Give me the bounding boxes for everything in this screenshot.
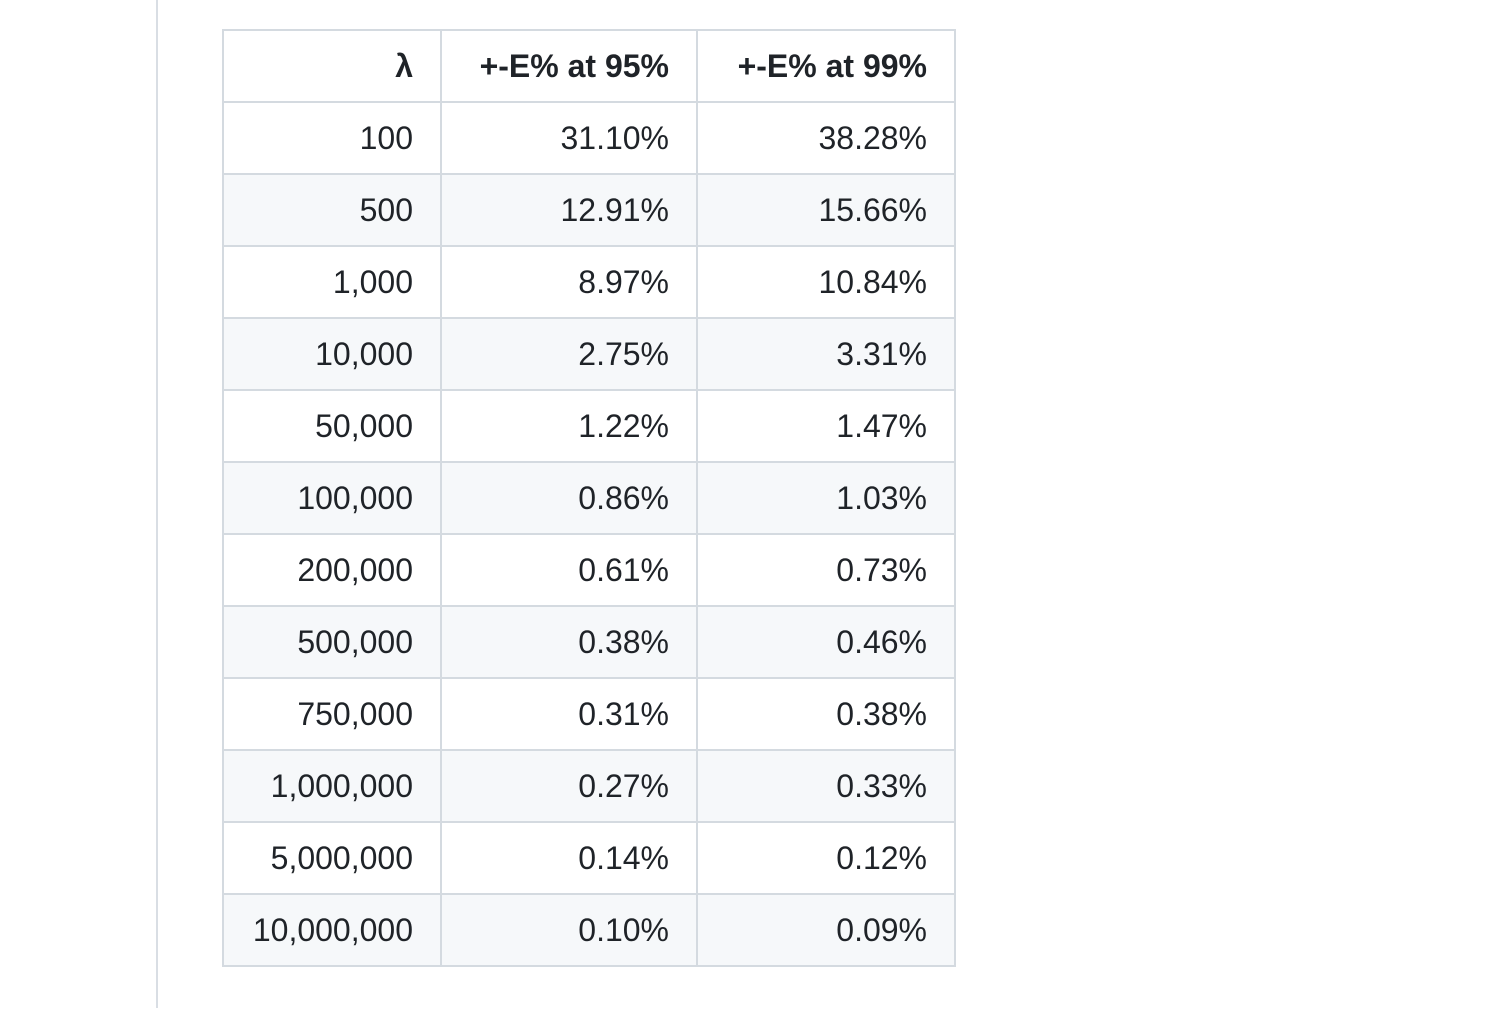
table-cell: 10,000,000 (222, 893, 442, 967)
table-cell: 0.09% (696, 893, 956, 967)
table-cell: 0.73% (696, 533, 956, 607)
panel-divider (156, 0, 158, 1008)
table-row: 50,000 1.22% 1.47% (222, 389, 956, 463)
table-row: 5,000,000 0.14% 0.12% (222, 821, 956, 895)
table-row: 500,000 0.38% 0.46% (222, 605, 956, 679)
column-header-e99: +-E% at 99% (696, 29, 956, 103)
table-row: 100 31.10% 38.28% (222, 101, 956, 175)
table-cell: 0.46% (696, 605, 956, 679)
table-cell: 0.10% (440, 893, 698, 967)
table-cell: 0.33% (696, 749, 956, 823)
error-margin-table: λ +-E% at 95% +-E% at 99% 100 31.10% 38.28… (222, 29, 956, 967)
table-cell: 0.12% (696, 821, 956, 895)
table-cell: 0.38% (696, 677, 956, 751)
table-cell: 10.84% (696, 245, 956, 319)
column-header-e95: +-E% at 95% (440, 29, 698, 103)
table-cell: 38.28% (696, 101, 956, 175)
table-container: λ +-E% at 95% +-E% at 99% 100 31.10% 38.28… (222, 29, 956, 967)
table-cell: 1.47% (696, 389, 956, 463)
table-cell: 500,000 (222, 605, 442, 679)
table-cell: 8.97% (440, 245, 698, 319)
table-row: 500 12.91% 15.66% (222, 173, 956, 247)
table-header-row: λ +-E% at 95% +-E% at 99% (222, 29, 956, 103)
table-cell: 0.31% (440, 677, 698, 751)
table-row: 10,000 2.75% 3.31% (222, 317, 956, 391)
table-cell: 0.27% (440, 749, 698, 823)
table-cell: 1.03% (696, 461, 956, 535)
table-cell: 50,000 (222, 389, 442, 463)
table-row: 100,000 0.86% 1.03% (222, 461, 956, 535)
table-cell: 1.22% (440, 389, 698, 463)
table-row: 200,000 0.61% 0.73% (222, 533, 956, 607)
table-cell: 31.10% (440, 101, 698, 175)
table-cell: 0.61% (440, 533, 698, 607)
table-header: λ +-E% at 95% +-E% at 99% (222, 29, 956, 103)
table-cell: 100,000 (222, 461, 442, 535)
table-row: 750,000 0.31% 0.38% (222, 677, 956, 751)
table-body: 100 31.10% 38.28% 500 12.91% 15.66% 1,000 8.97%… (222, 101, 956, 967)
table-cell: 3.31% (696, 317, 956, 391)
table-cell: 1,000 (222, 245, 442, 319)
table-cell: 5,000,000 (222, 821, 442, 895)
table-cell: 10,000 (222, 317, 442, 391)
table-cell: 0.14% (440, 821, 698, 895)
table-cell: 0.86% (440, 461, 698, 535)
table-cell: 15.66% (696, 173, 956, 247)
column-header-lambda: λ (222, 29, 442, 103)
table-cell: 100 (222, 101, 442, 175)
table-cell: 500 (222, 173, 442, 247)
table-cell: 2.75% (440, 317, 698, 391)
table-cell: 1,000,000 (222, 749, 442, 823)
table-row: 1,000 8.97% 10.84% (222, 245, 956, 319)
table-row: 1,000,000 0.27% 0.33% (222, 749, 956, 823)
table-cell: 0.38% (440, 605, 698, 679)
table-row: 10,000,000 0.10% 0.09% (222, 893, 956, 967)
table-cell: 12.91% (440, 173, 698, 247)
table-cell: 200,000 (222, 533, 442, 607)
table-cell: 750,000 (222, 677, 442, 751)
